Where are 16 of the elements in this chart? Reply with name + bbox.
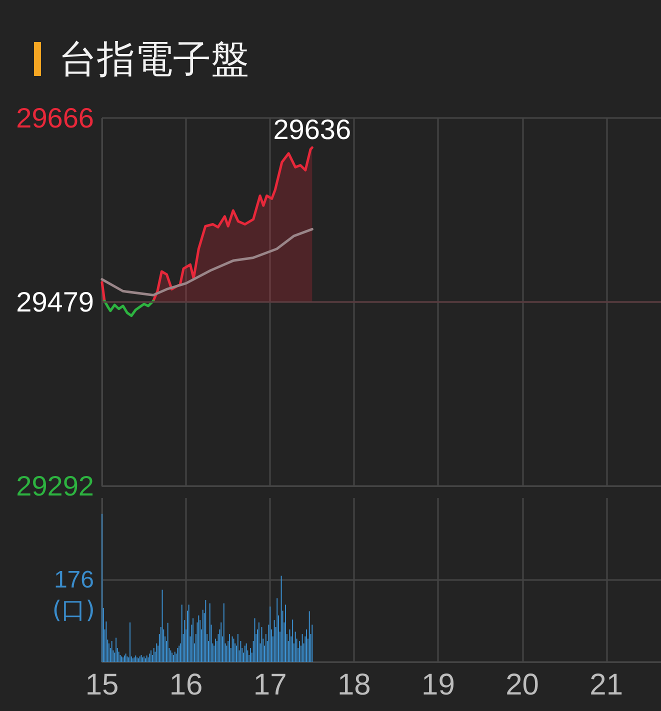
y-tick-label: 176 (54, 566, 94, 594)
line-series (103, 300, 155, 318)
x-tick-label: 16 (169, 668, 203, 702)
y-tick-label: 29666 (16, 102, 94, 134)
x-tick-label: 19 (422, 668, 455, 702)
x-tick-label: 21 (590, 668, 624, 702)
chart-title: 台指電子盤 (59, 36, 249, 82)
y-axis-title: (口) (52, 596, 95, 624)
x-tick-label: 20 (506, 668, 539, 702)
line-series (100, 228, 314, 296)
y-tick-label: 29292 (16, 470, 94, 502)
x-tick-label: 17 (253, 668, 287, 702)
x-tick-label: 15 (85, 668, 119, 702)
y-tick-label: 29479 (16, 286, 94, 318)
data-label: 29636 (273, 114, 352, 146)
x-tick-label: 18 (337, 668, 371, 702)
